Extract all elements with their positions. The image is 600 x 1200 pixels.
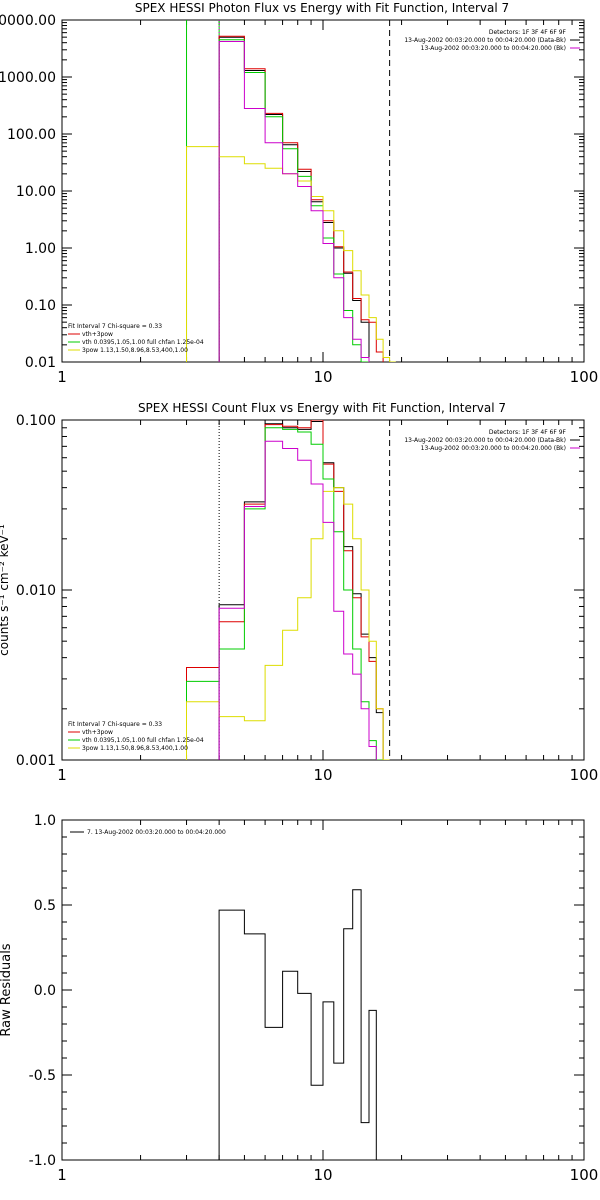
- plot-area: 1 10 100 0.01 0.10 1.00 10.00 100.00 1000.00 1000…: [0, 13, 598, 386]
- plot-frame: [61, 19, 585, 363]
- series-line: [218, 39, 369, 362]
- y-tick-label: 0.0: [34, 983, 56, 999]
- x-tick-label: 100: [570, 766, 599, 784]
- x-tick-label: 100: [570, 1166, 599, 1184]
- y-tick-label: 100.00: [7, 127, 56, 143]
- plot-area: 1 10 100 0.001 0.010 0.100 Detectors: 1F 3F 4F…: [16, 413, 598, 784]
- series-line: [186, 420, 390, 760]
- series-line: [218, 36, 370, 362]
- legend-entry: vth 0.0395,1.05,1.00 full chfan 1.25e-04: [82, 737, 204, 744]
- series-line: [186, 487, 390, 760]
- y-tick-label: 0.5: [34, 898, 56, 914]
- y-tick-label: 0.01: [25, 355, 56, 371]
- y-tick-label: 10000.00: [0, 13, 56, 29]
- y-axis-label: Raw Residuals: [0, 943, 14, 1036]
- count-flux-panel: SPEX HESSI Count Flux vs Energy with Fit…: [0, 401, 598, 784]
- y-tick-label: 0.001: [16, 753, 56, 769]
- series-line: [218, 421, 384, 760]
- legend-entry: Fit Interval 7 Chi-square = 0.33: [68, 721, 162, 728]
- legend-entry: 13-Aug-2002 00:03:20.000 to 00:04:20.000…: [421, 445, 566, 452]
- x-tick-label: 1: [57, 1166, 67, 1184]
- legend-entry: vth 0.0395,1.05,1.00 full chfan 1.25e-04: [82, 339, 204, 346]
- plot-area: 1 10 100 -1.0 -0.5 0.0 0.5 1.0 7. 13-Aug-2002 00…: [29, 813, 599, 1184]
- legend-entry: 13-Aug-2002 00:03:20.000 to 00:04:20.000…: [404, 437, 566, 444]
- residuals-panel: Raw Residuals 1 10 100 -1.0 -0.5 0.0 0.5 1.0 7. …: [0, 813, 598, 1184]
- legend-entry: 7. 13-Aug-2002 00:03:20.000 to 00:04:20.…: [87, 829, 226, 836]
- y-tick-label: 10.00: [16, 184, 56, 200]
- y-tick-label: 0.010: [16, 583, 56, 599]
- legend-entry: 13-Aug-2002 00:03:20.000 to 00:04:20.000…: [404, 37, 566, 44]
- plot-frame: [61, 819, 585, 1161]
- y-tick-label: 0.10: [25, 298, 56, 314]
- y-axis-label: counts s⁻¹ cm⁻² keV⁻¹: [0, 524, 11, 656]
- series-line: [218, 41, 370, 362]
- y-tick-label: 1.00: [25, 241, 56, 257]
- legend-entry: 13-Aug-2002 00:03:20.000 to 00:04:20.000…: [421, 45, 566, 52]
- y-tick-label: 0.100: [16, 413, 56, 429]
- panel-title: SPEX HESSI Photon Flux vs Energy with Fi…: [135, 1, 509, 15]
- photon-flux-panel: SPEX HESSI Photon Flux vs Energy with Fi…: [0, 1, 598, 386]
- legend-entry: vth+3pow: [82, 729, 113, 736]
- panel-title: SPEX HESSI Count Flux vs Energy with Fit…: [138, 401, 506, 415]
- y-tick-label: -1.0: [29, 1153, 56, 1169]
- y-tick-label: 1.0: [34, 813, 56, 829]
- legend-entry: vth+3pow: [82, 331, 113, 338]
- x-tick-label: 100: [570, 368, 599, 386]
- x-tick-label: 1: [57, 766, 67, 784]
- legend-entry: 3pow 1.13,1.50,8.96,8.53,400,1.00: [82, 347, 188, 354]
- legend-entry: Detectors: 1F 3F 4F 6F 9F: [489, 429, 567, 436]
- series-line: [218, 440, 377, 760]
- legend-entry: 3pow 1.13,1.50,8.96,8.53,400,1.00: [82, 745, 188, 752]
- x-tick-label: 1: [57, 368, 67, 386]
- x-tick-label: 10: [313, 766, 332, 784]
- y-tick-label: -0.5: [29, 1068, 56, 1084]
- legend-entry: Fit Interval 7 Chi-square = 0.33: [68, 323, 162, 330]
- x-tick-label: 10: [313, 368, 332, 386]
- y-tick-label: 1000.00: [0, 70, 56, 86]
- series-line: [218, 35, 384, 362]
- series-line: [218, 889, 377, 1160]
- legend-entry: Detectors: 1F 3F 4F 6F 9F: [489, 29, 567, 36]
- series-line: [186, 146, 396, 362]
- x-tick-label: 10: [313, 1166, 332, 1184]
